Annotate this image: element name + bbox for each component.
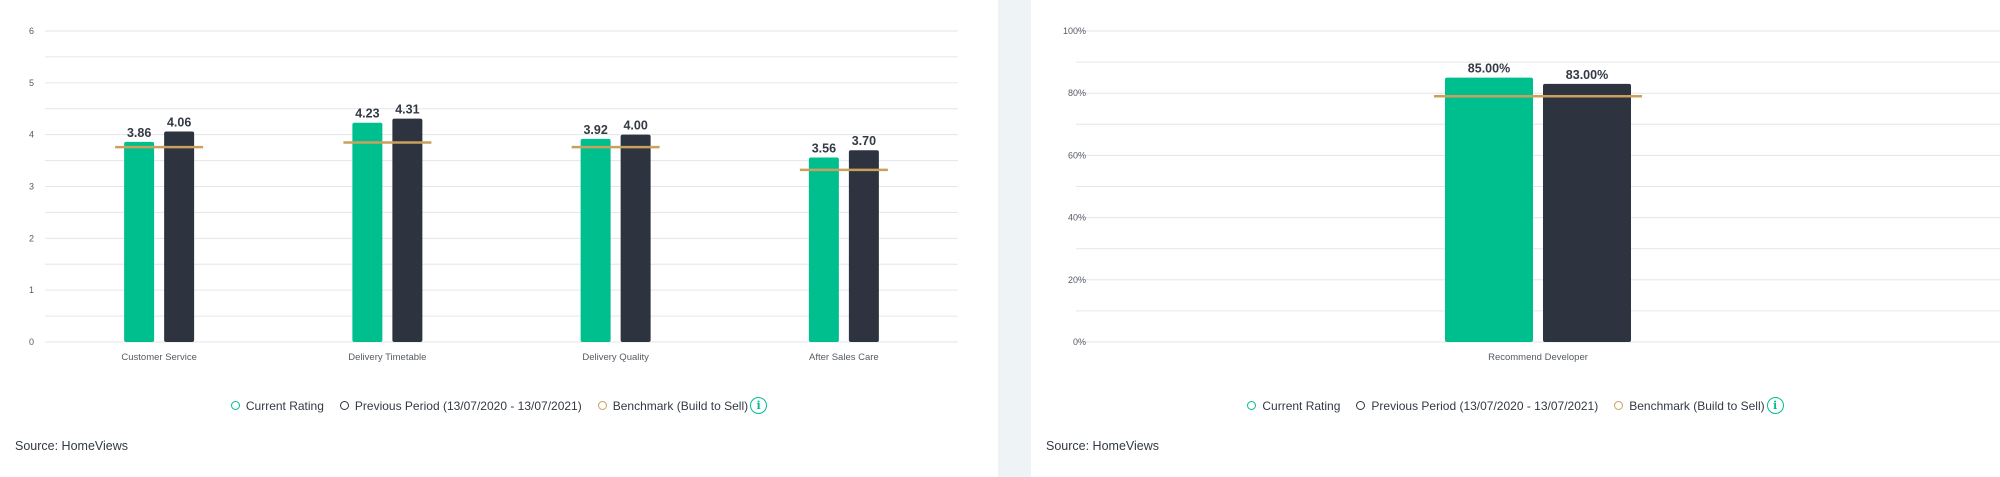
y-tick-label: 3 <box>29 182 34 192</box>
x-category-label: Delivery Quality <box>582 352 649 363</box>
current-rating-bar <box>580 138 611 342</box>
x-category-label: After Sales Care <box>809 352 879 363</box>
current-value-label: 3.56 <box>812 141 836 155</box>
previous-period-bar <box>848 150 879 342</box>
legend-current-rating[interactable]: Current Rating <box>230 398 324 413</box>
legend-benchmark-marker <box>1614 401 1624 410</box>
x-category-label: Recommend Developer <box>1488 352 1588 363</box>
ratings-bar-chart: 0 1 2 3 4 5 6 Customer Service 3.86 4.06 Delivery … <box>29 26 958 363</box>
y-tick-label: 100% <box>1063 26 1086 36</box>
y-tick-label: 1 <box>29 285 34 295</box>
current-rating-bar <box>808 157 839 342</box>
y-tick-label: 4 <box>29 130 34 140</box>
y-tick-label: 40% <box>1068 213 1086 223</box>
legend-current-label: Current Rating <box>1262 398 1341 413</box>
recommend-chart-panel: 0% 20% 40% 60% 80% 100% Recommend Developer 85.… <box>1031 0 2000 477</box>
recommend-bar-chart: 0% 20% 40% 60% 80% 100% Recommend Developer 85.… <box>1063 26 2000 363</box>
current-value-label: 3.86 <box>127 126 151 140</box>
y-tick-label: 0 <box>29 337 34 347</box>
legend-current-rating[interactable]: Current Rating <box>1247 399 1340 413</box>
legend-benchmark-marker <box>597 401 607 410</box>
previous-period-bar <box>1543 83 1631 343</box>
legend-previous-label: Previous Period (13/07/2020 - 13/07/2021… <box>1371 398 1599 413</box>
y-tick-label: 5 <box>29 78 34 88</box>
legend-previous-period[interactable]: Previous Period (13/07/2020 - 13/07/2021… <box>339 398 582 413</box>
current-value-label: 4.23 <box>355 107 379 121</box>
current-rating-bar <box>1445 77 1533 343</box>
current-value-label: 3.92 <box>583 123 607 137</box>
y-tick-label: 60% <box>1068 150 1086 160</box>
current-rating-bar <box>352 122 383 343</box>
y-tick-label: 6 <box>29 26 34 36</box>
source-note: Source: HomeViews <box>15 439 129 453</box>
legend-current-marker <box>1247 401 1257 410</box>
previous-value-label: 4.00 <box>623 119 647 133</box>
ratings-legend: Current Rating Previous Period (13/07/20… <box>0 397 998 414</box>
y-tick-label: 2 <box>29 233 34 243</box>
previous-value-label: 3.70 <box>852 134 876 148</box>
y-tick-label: 80% <box>1068 88 1086 98</box>
legend-benchmark-label: Benchmark (Build to Sell) <box>1629 398 1765 413</box>
current-value-label: 85.00% <box>1468 62 1510 76</box>
y-tick-label: 20% <box>1068 275 1086 285</box>
legend-current-marker <box>230 401 240 410</box>
legend-benchmark-label: Benchmark (Build to Sell) <box>612 398 749 413</box>
previous-value-label: 4.06 <box>167 116 191 130</box>
x-category-label: Delivery Timetable <box>348 352 426 363</box>
recommend-legend: Current Rating Previous Period (13/07/20… <box>1031 397 2000 414</box>
legend-previous-marker <box>339 401 349 410</box>
legend-benchmark[interactable]: Benchmark (Build to Sell) i <box>1614 397 1784 414</box>
legend-current-label: Current Rating <box>245 398 324 413</box>
previous-period-bar <box>620 134 651 342</box>
previous-period-bar <box>392 118 423 343</box>
y-tick-label: 0% <box>1073 337 1086 347</box>
previous-period-bar <box>164 131 195 342</box>
ratings-chart-panel: 0 1 2 3 4 5 6 Customer Service 3.86 4.06 Delivery … <box>0 0 998 477</box>
previous-value-label: 4.31 <box>395 103 419 117</box>
legend-benchmark[interactable]: Benchmark (Build to Sell) i <box>597 397 768 414</box>
previous-value-label: 83.00% <box>1566 68 1608 82</box>
info-icon[interactable]: i <box>1766 397 1784 414</box>
x-category-label: Customer Service <box>121 352 197 363</box>
legend-previous-label: Previous Period (13/07/2020 - 13/07/2021… <box>354 398 582 413</box>
source-note: Source: HomeViews <box>1046 439 1160 453</box>
legend-previous-period[interactable]: Previous Period (13/07/2020 - 13/07/2021… <box>1356 399 1598 413</box>
current-rating-bar <box>124 141 155 342</box>
info-icon[interactable]: i <box>750 397 768 414</box>
legend-previous-marker <box>1356 401 1366 410</box>
